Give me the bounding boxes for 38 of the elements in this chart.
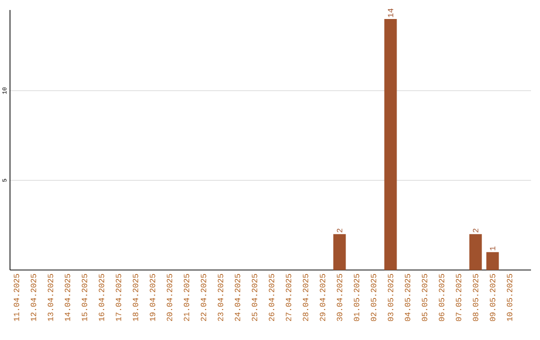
data-label: 2 [472, 228, 478, 232]
x-tick-label: 29.04.2025 [320, 274, 326, 321]
x-tick-label: 25.04.2025 [252, 274, 258, 321]
x-tick-label: 03.05.2025 [388, 274, 394, 322]
x-tick-label: 24.04.2025 [234, 274, 240, 321]
x-tick-label: 08.05.2025 [472, 274, 478, 322]
x-tick-label: 21.04.2025 [184, 274, 190, 321]
x-tick-label: 05.05.2025 [422, 274, 428, 322]
x-tick-label: 02.05.2025 [370, 274, 376, 322]
data-label: 14 [388, 8, 394, 18]
x-tick-label: 04.05.2025 [404, 274, 410, 322]
x-tick-label: 20.04.2025 [166, 274, 172, 321]
x-tick-label: 10.05.2025 [506, 274, 512, 321]
x-tick-label: 22.04.2025 [200, 274, 206, 321]
x-tick-label: 14.04.2025 [64, 274, 70, 321]
x-tick-label: 19.04.2025 [150, 274, 156, 321]
x-tick-label: 16.04.2025 [98, 274, 104, 321]
x-tick-label: 28.04.2025 [302, 274, 308, 321]
x-tick-label: 13.04.2025 [48, 274, 54, 321]
data-label: 2 [336, 228, 342, 232]
bar [333, 234, 346, 270]
bar [469, 234, 482, 270]
x-tick-label: 07.05.2025 [456, 274, 462, 322]
x-tick-label: 11.04.2025 [14, 274, 20, 321]
x-tick-label: 26.04.2025 [268, 274, 274, 321]
x-tick-label: 27.04.2025 [286, 274, 292, 321]
x-tick-label: 23.04.2025 [218, 274, 224, 321]
bar [384, 18, 397, 270]
data-label: 1 [490, 246, 496, 250]
x-tick-label: 12.04.2025 [30, 274, 36, 321]
x-tick-label: 15.04.2025 [82, 274, 88, 321]
x-tick-label: 30.04.2025 [336, 274, 342, 322]
x-tick-label: 09.05.2025 [490, 274, 496, 322]
x-tick-label: 18.04.2025 [132, 274, 138, 321]
x-tick-label: 01.05.2025 [354, 274, 360, 322]
bar [486, 252, 499, 270]
x-tick-label: 17.04.2025 [116, 274, 122, 321]
x-tick-label: 06.05.2025 [438, 274, 444, 322]
